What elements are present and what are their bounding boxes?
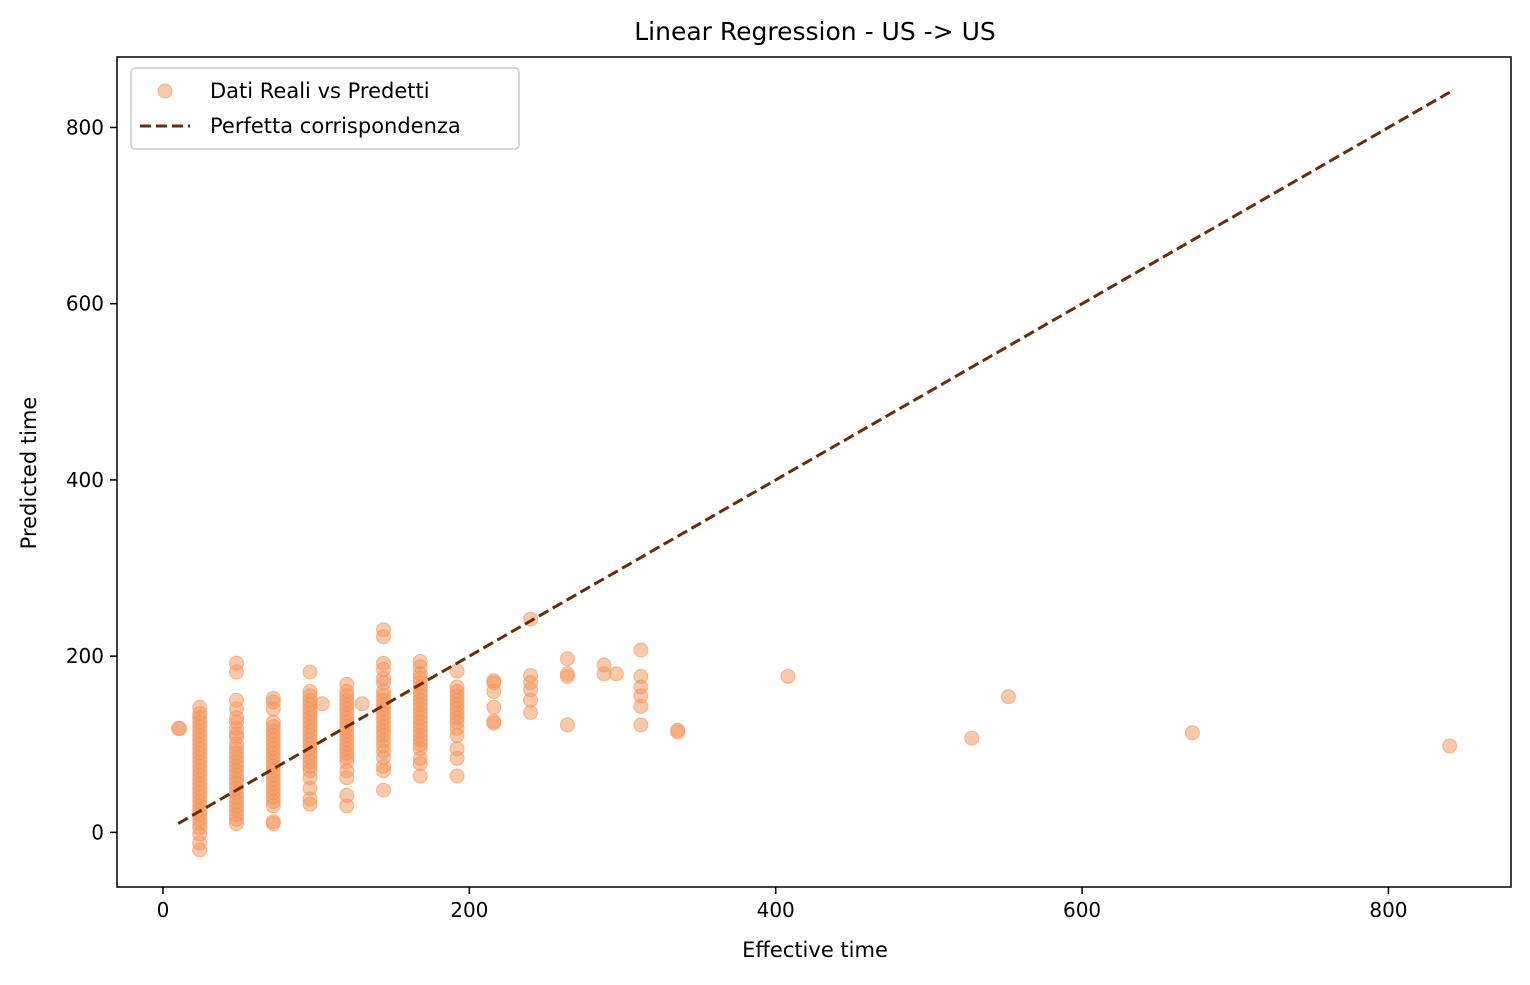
legend-label-scatter: Dati Reali vs Predetti xyxy=(210,79,430,103)
chart-title: Linear Regression - US -> US xyxy=(634,17,996,46)
scatter-point xyxy=(1442,738,1458,754)
scatter-point xyxy=(1001,689,1016,705)
scatter-point xyxy=(964,730,980,746)
axes: 0 200 400 600 800 0 200 400 600 800 xyxy=(66,56,1512,922)
scatter-point xyxy=(633,717,649,733)
scatter-point xyxy=(559,651,575,667)
scatter-point xyxy=(633,668,649,684)
scatter-point xyxy=(302,683,318,699)
scatter-point xyxy=(559,666,575,682)
scatter-point xyxy=(265,690,281,706)
scatter-point xyxy=(376,622,391,638)
scatter-point xyxy=(449,768,465,784)
scatter-point xyxy=(229,692,244,708)
y-tick-label: 200 xyxy=(66,644,104,668)
scatter-point xyxy=(449,741,465,757)
scatter-point xyxy=(314,696,330,712)
x-tick-label: 600 xyxy=(1063,898,1101,922)
scatter-point xyxy=(192,699,208,715)
scatter-point xyxy=(486,699,502,715)
scatter-point xyxy=(780,668,796,684)
x-tick-label: 800 xyxy=(1369,898,1407,922)
scatter-point xyxy=(1184,725,1200,741)
scatter-point xyxy=(608,666,624,682)
plot-frame xyxy=(116,56,1512,888)
scatter-point xyxy=(449,679,465,695)
legend: Dati Reali vs Predetti Perfetta corrispo… xyxy=(130,67,520,150)
x-tick-label: 0 xyxy=(157,898,170,922)
scatter-point xyxy=(376,782,391,798)
scatter-point xyxy=(559,717,575,733)
scatter-point xyxy=(633,642,649,658)
y-tick-label: 0 xyxy=(91,820,104,844)
y-axis-label: Predicted time xyxy=(17,397,41,550)
plot-area xyxy=(170,90,1458,858)
scatter-point xyxy=(229,655,244,671)
scatter-point xyxy=(670,722,686,738)
legend-label-line: Perfetta corrispondenza xyxy=(210,114,461,138)
x-axis-label: Effective time xyxy=(742,938,888,962)
scatter-point xyxy=(412,653,428,669)
scatter-point xyxy=(265,814,281,830)
scatter-point xyxy=(265,714,281,730)
scatter-point xyxy=(354,696,370,712)
scatter-point xyxy=(376,655,391,671)
legend-frame xyxy=(130,67,520,150)
scatter-point xyxy=(339,787,355,803)
y-tick-label: 400 xyxy=(66,468,104,492)
scatter-point xyxy=(302,664,318,680)
scatter-point xyxy=(523,668,539,683)
scatter-point xyxy=(172,720,188,736)
y-tick-label: 800 xyxy=(66,115,104,139)
x-tick-label: 200 xyxy=(450,898,488,922)
x-tick-label: 400 xyxy=(757,898,795,922)
legend-scatter-marker xyxy=(157,83,173,99)
scatter-point xyxy=(486,713,502,729)
scatter-point xyxy=(486,673,502,689)
scatter-point xyxy=(596,657,612,673)
y-tick-label: 600 xyxy=(66,292,104,316)
perfect-match-line xyxy=(177,90,1451,825)
scatter-point xyxy=(449,663,465,679)
scatter-point xyxy=(339,676,355,692)
